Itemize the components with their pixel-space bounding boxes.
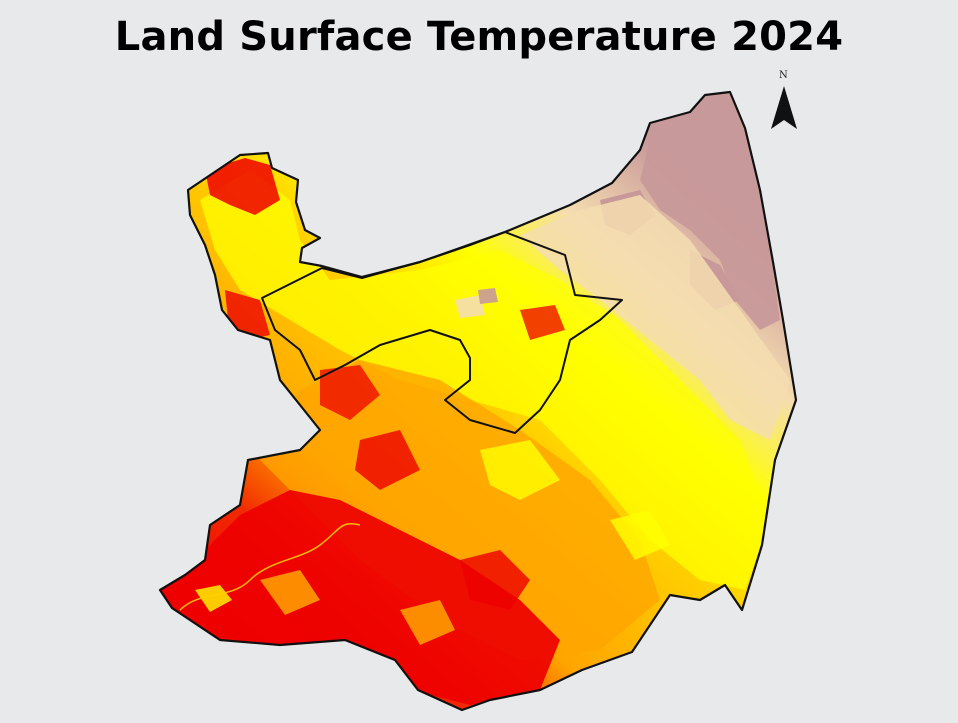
very-high-patch [355, 430, 420, 490]
moderate-patch [610, 510, 670, 560]
north-arrow-icon [771, 86, 797, 129]
district-boundary [158, 90, 798, 712]
high-zone [260, 360, 660, 660]
very-high-patch [460, 550, 530, 610]
low-patch [455, 295, 485, 318]
very-high-patch [205, 158, 280, 215]
north-label: N [779, 70, 788, 81]
very-high-patch [520, 305, 565, 340]
subdistrict-boundary [261, 231, 623, 434]
river [179, 523, 361, 611]
map-title: Land Surface Temperature 2024 [114, 14, 844, 60]
very-low-zone [640, 100, 780, 330]
very-high-zone [160, 490, 560, 705]
moderate-patch [480, 440, 560, 500]
moderate-zone [200, 170, 770, 590]
very-high-patch [320, 365, 380, 420]
moderate-patch [195, 585, 232, 612]
low-zone [520, 195, 790, 440]
temperature-patches [160, 100, 790, 705]
moderate-patch [260, 570, 320, 615]
moderate-patch [400, 600, 455, 645]
low-patch [478, 288, 498, 304]
